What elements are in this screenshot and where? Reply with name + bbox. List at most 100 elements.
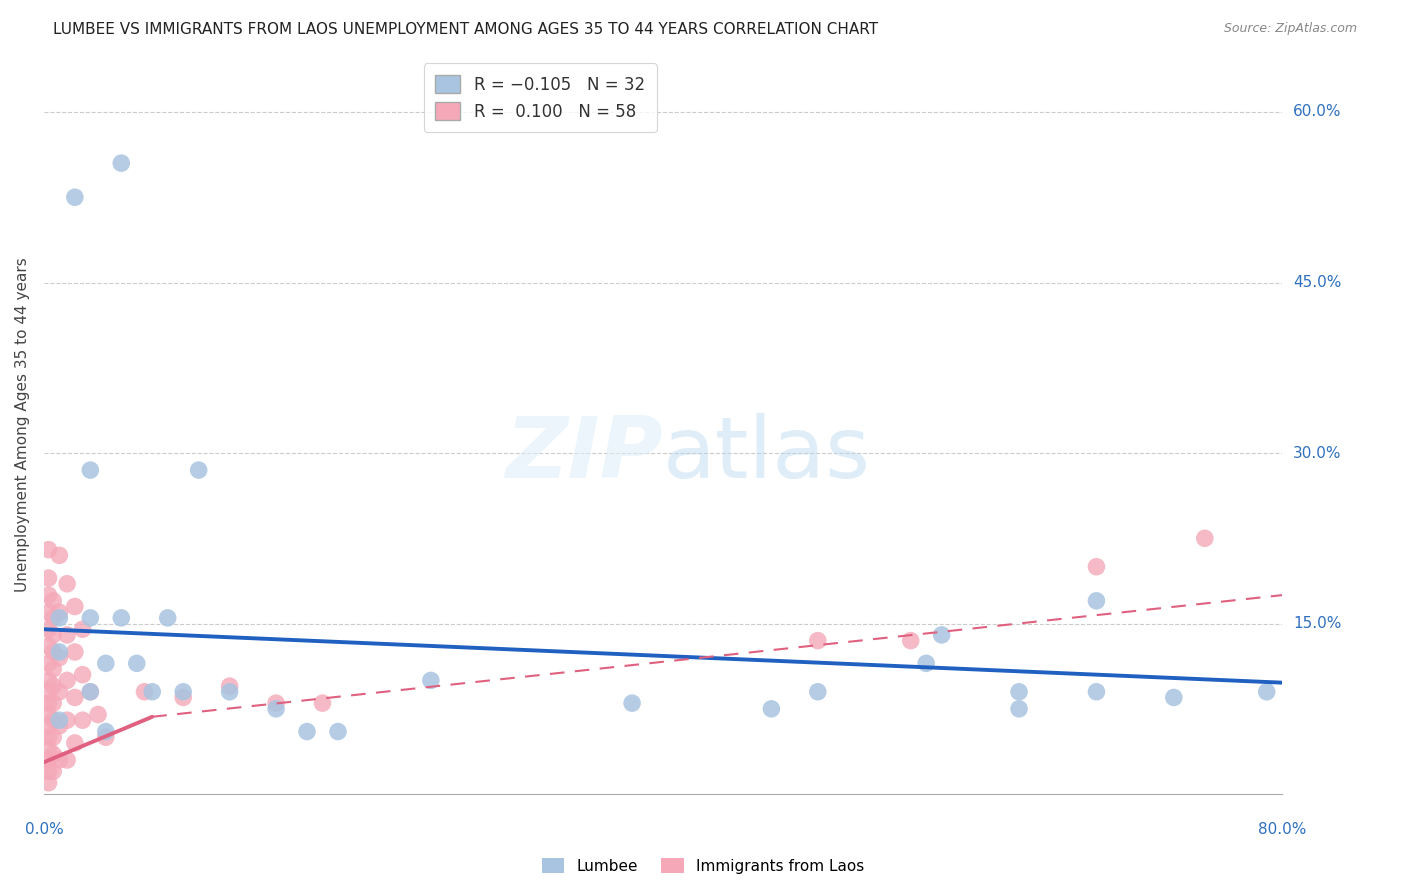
Legend: Lumbee, Immigrants from Laos: Lumbee, Immigrants from Laos bbox=[536, 852, 870, 880]
Point bbox=[56, 753, 79, 767]
Point bbox=[172, 690, 194, 705]
Point bbox=[56, 576, 79, 591]
Point bbox=[38, 673, 60, 688]
Point bbox=[79, 611, 101, 625]
Point bbox=[42, 679, 65, 693]
Point bbox=[38, 741, 60, 756]
Point bbox=[42, 747, 65, 762]
Point bbox=[1256, 685, 1278, 699]
Point bbox=[38, 622, 60, 636]
Point bbox=[42, 696, 65, 710]
Point bbox=[42, 662, 65, 676]
Point bbox=[1085, 685, 1108, 699]
Text: 15.0%: 15.0% bbox=[1294, 616, 1341, 631]
Point bbox=[56, 628, 79, 642]
Point bbox=[621, 696, 644, 710]
Text: atlas: atlas bbox=[664, 413, 872, 496]
Text: Source: ZipAtlas.com: Source: ZipAtlas.com bbox=[1223, 22, 1357, 36]
Point bbox=[79, 685, 101, 699]
Point bbox=[63, 645, 86, 659]
Point bbox=[38, 657, 60, 671]
Point bbox=[42, 645, 65, 659]
Point bbox=[38, 605, 60, 619]
Point bbox=[87, 707, 110, 722]
Point bbox=[264, 702, 287, 716]
Point bbox=[931, 628, 953, 642]
Point bbox=[38, 731, 60, 745]
Point bbox=[42, 611, 65, 625]
Point bbox=[1085, 559, 1108, 574]
Point bbox=[915, 657, 938, 671]
Point bbox=[295, 724, 318, 739]
Point bbox=[38, 685, 60, 699]
Point bbox=[38, 696, 60, 710]
Point bbox=[807, 685, 830, 699]
Point bbox=[419, 673, 441, 688]
Point bbox=[134, 685, 156, 699]
Point bbox=[1194, 531, 1216, 545]
Point bbox=[48, 685, 70, 699]
Point bbox=[1008, 685, 1031, 699]
Point bbox=[42, 628, 65, 642]
Point bbox=[110, 156, 132, 170]
Point bbox=[326, 724, 349, 739]
Point bbox=[807, 633, 830, 648]
Point bbox=[264, 696, 287, 710]
Point bbox=[38, 775, 60, 789]
Point bbox=[761, 702, 783, 716]
Point bbox=[94, 731, 117, 745]
Point bbox=[125, 657, 148, 671]
Point bbox=[42, 713, 65, 727]
Point bbox=[1085, 594, 1108, 608]
Text: 0.0%: 0.0% bbox=[24, 822, 63, 837]
Text: 45.0%: 45.0% bbox=[1294, 275, 1341, 290]
Point bbox=[38, 588, 60, 602]
Point bbox=[79, 685, 101, 699]
Point bbox=[63, 736, 86, 750]
Point bbox=[48, 549, 70, 563]
Text: LUMBEE VS IMMIGRANTS FROM LAOS UNEMPLOYMENT AMONG AGES 35 TO 44 YEARS CORRELATIO: LUMBEE VS IMMIGRANTS FROM LAOS UNEMPLOYM… bbox=[53, 22, 879, 37]
Point bbox=[156, 611, 179, 625]
Point bbox=[38, 571, 60, 585]
Point bbox=[38, 753, 60, 767]
Point bbox=[38, 764, 60, 779]
Point bbox=[56, 673, 79, 688]
Point bbox=[48, 650, 70, 665]
Point bbox=[1008, 702, 1031, 716]
Point bbox=[94, 657, 117, 671]
Point bbox=[72, 622, 94, 636]
Y-axis label: Unemployment Among Ages 35 to 44 years: Unemployment Among Ages 35 to 44 years bbox=[15, 257, 30, 592]
Point bbox=[38, 719, 60, 733]
Point bbox=[48, 645, 70, 659]
Text: 60.0%: 60.0% bbox=[1294, 104, 1341, 120]
Point bbox=[38, 640, 60, 654]
Text: 30.0%: 30.0% bbox=[1294, 445, 1341, 460]
Point bbox=[172, 685, 194, 699]
Point bbox=[900, 633, 922, 648]
Point bbox=[187, 463, 209, 477]
Point bbox=[72, 667, 94, 681]
Point bbox=[218, 685, 240, 699]
Point bbox=[48, 605, 70, 619]
Point bbox=[48, 753, 70, 767]
Point bbox=[38, 707, 60, 722]
Point bbox=[79, 463, 101, 477]
Point bbox=[38, 542, 60, 557]
Point bbox=[48, 719, 70, 733]
Point bbox=[1163, 690, 1185, 705]
Legend: R = −0.105   N = 32, R =  0.100   N = 58: R = −0.105 N = 32, R = 0.100 N = 58 bbox=[423, 63, 657, 133]
Text: ZIP: ZIP bbox=[505, 413, 664, 496]
Point bbox=[218, 679, 240, 693]
Text: 80.0%: 80.0% bbox=[1258, 822, 1306, 837]
Point bbox=[94, 724, 117, 739]
Point bbox=[56, 713, 79, 727]
Point bbox=[141, 685, 163, 699]
Point bbox=[48, 611, 70, 625]
Point bbox=[63, 190, 86, 204]
Point bbox=[48, 713, 70, 727]
Point bbox=[42, 764, 65, 779]
Point bbox=[42, 731, 65, 745]
Point bbox=[72, 713, 94, 727]
Point bbox=[63, 599, 86, 614]
Point bbox=[110, 611, 132, 625]
